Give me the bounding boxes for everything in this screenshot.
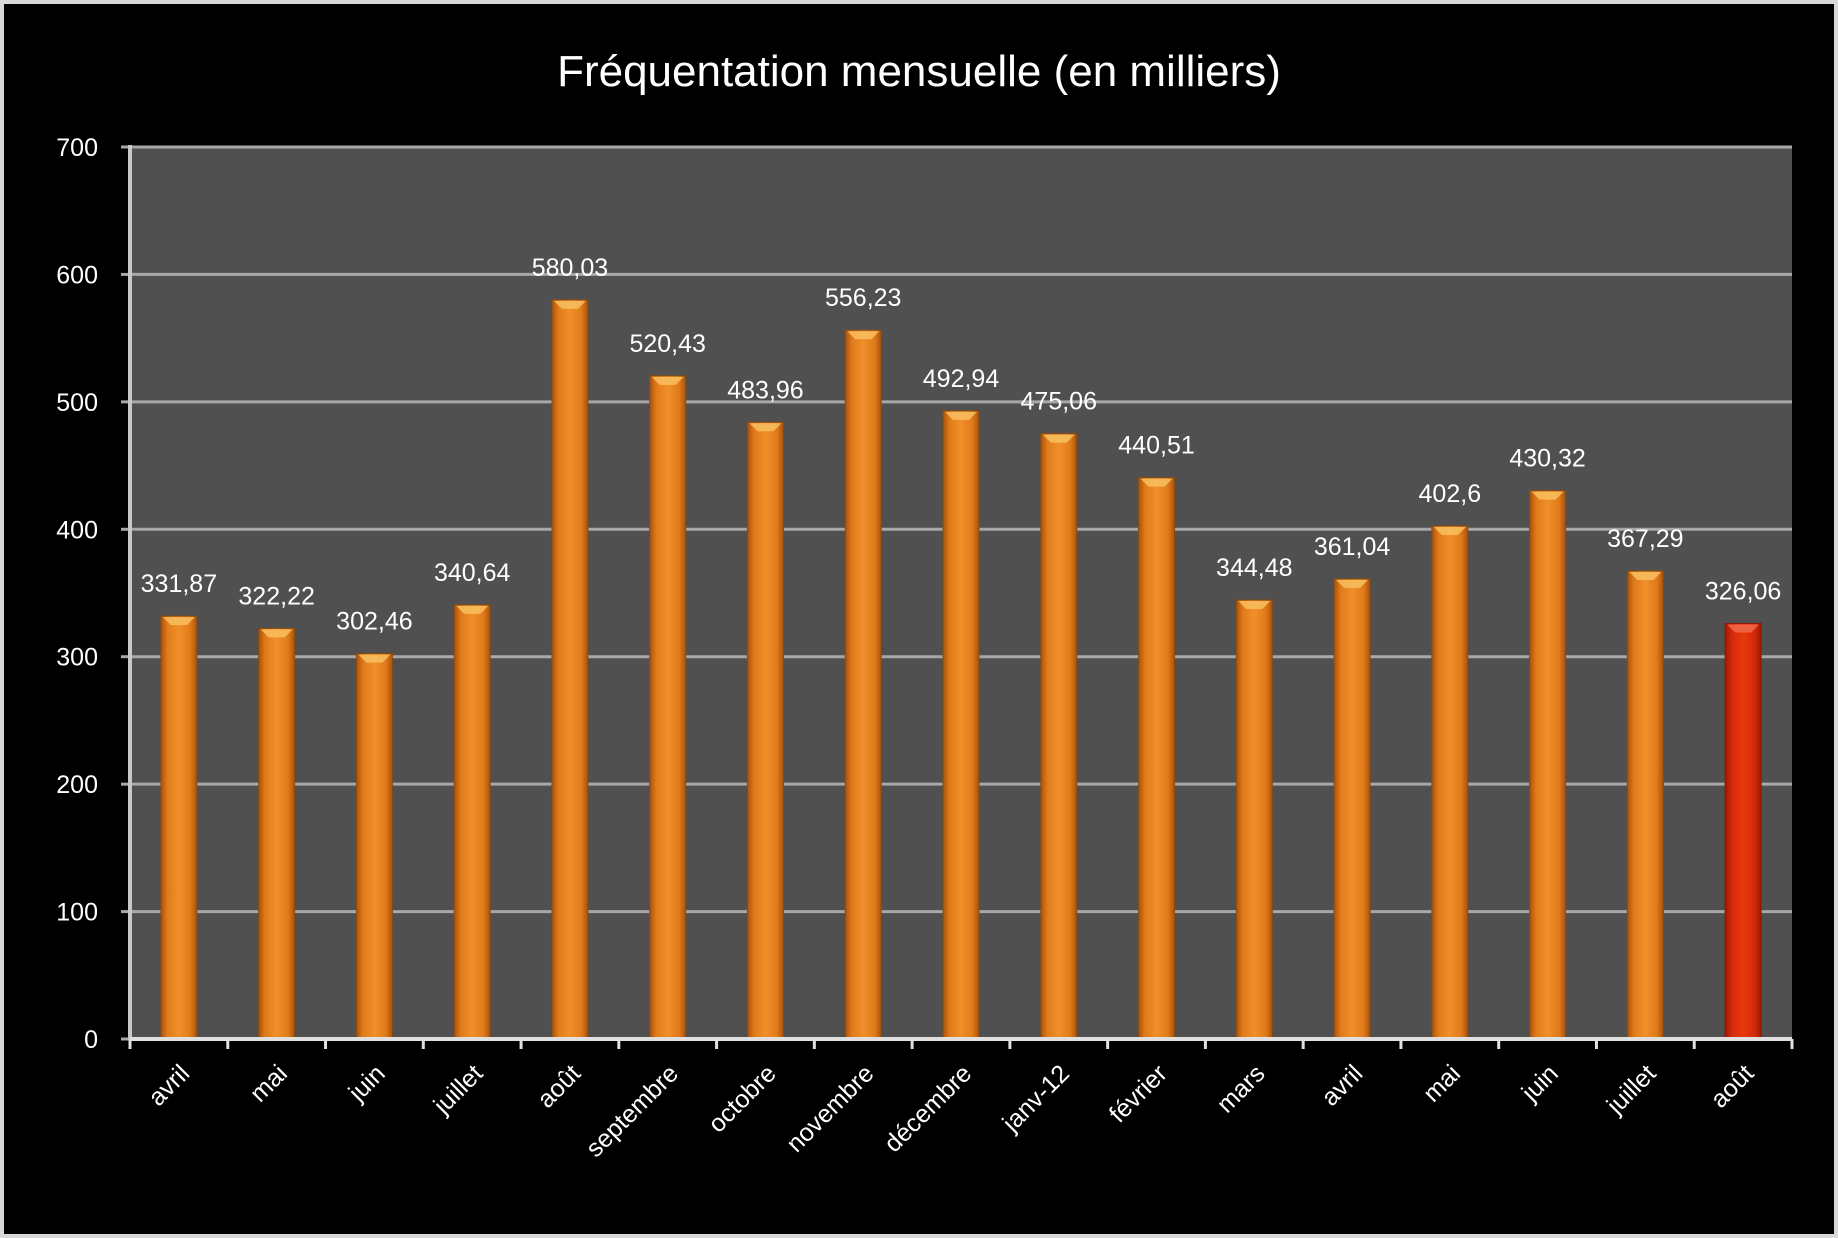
y-tick-label: 700 (56, 134, 98, 162)
data-label: 331,87 (141, 570, 217, 598)
category-label: décembre (879, 1059, 977, 1157)
category-label: février (1104, 1059, 1173, 1128)
data-label: 302,46 (336, 608, 412, 636)
bar-cap (1140, 478, 1173, 487)
bar-cap (1042, 434, 1075, 443)
bar (746, 421, 784, 1040)
data-label: 556,23 (825, 284, 901, 312)
data-label: 520,43 (629, 330, 705, 358)
bar (649, 375, 687, 1040)
category-label: janv-12 (997, 1059, 1075, 1137)
chart-title: Fréquentation mensuelle (en milliers) (557, 47, 1281, 96)
bar-cap (1531, 491, 1564, 500)
y-tick-label: 200 (56, 771, 98, 799)
category-label: mai (1418, 1059, 1466, 1107)
bar (1235, 599, 1273, 1040)
data-label: 580,03 (532, 254, 608, 282)
data-label: 322,22 (238, 582, 314, 610)
bar (1333, 578, 1371, 1040)
bar-chart: 0 100 200 300 400 500 600 700 331,87 avril 322,22 m… (56, 47, 1794, 1163)
y-tick-label: 100 (56, 899, 98, 927)
bar-cap (847, 331, 880, 340)
bar-cap (651, 376, 684, 385)
bar-cap (162, 617, 195, 626)
bar (160, 615, 198, 1040)
category-label: septembre (581, 1059, 684, 1162)
category-label: juin (1516, 1059, 1564, 1107)
y-tick-label: 300 (56, 644, 98, 672)
category-label: août (1705, 1059, 1759, 1113)
data-label: 344,48 (1216, 554, 1292, 582)
category-label: août (532, 1059, 586, 1113)
category-label: octobre (703, 1059, 782, 1138)
category-label: avril (1316, 1059, 1368, 1111)
data-label: 367,29 (1607, 525, 1683, 553)
bars (160, 299, 1762, 1040)
data-label: 475,06 (1021, 388, 1097, 416)
bar (1529, 490, 1567, 1040)
category-label: juin (343, 1059, 391, 1107)
y-tick-label: 600 (56, 261, 98, 289)
bar (551, 299, 589, 1040)
bar-cap (1433, 526, 1466, 535)
bar (258, 627, 296, 1040)
bar (355, 653, 393, 1040)
category-label: juillet (1601, 1059, 1662, 1120)
data-label: 430,32 (1509, 445, 1585, 473)
category-label: juillet (428, 1059, 489, 1120)
bar-cap (1629, 571, 1662, 580)
bar (844, 329, 882, 1040)
data-label: 402,6 (1419, 480, 1482, 508)
bar-cap (358, 654, 391, 663)
bar-cap (456, 605, 489, 614)
bar-cap (749, 423, 782, 432)
bar-cap (1727, 624, 1760, 633)
bar (453, 604, 491, 1040)
bar (1431, 525, 1469, 1040)
bar (1724, 623, 1762, 1040)
data-label: 492,94 (923, 365, 1000, 393)
data-label: 326,06 (1705, 578, 1781, 606)
y-tick-label: 500 (56, 389, 98, 417)
bar (942, 410, 980, 1040)
data-label: 483,96 (727, 376, 803, 404)
y-tick-label: 400 (56, 516, 98, 544)
data-label: 361,04 (1314, 533, 1391, 561)
bar-cap (260, 629, 293, 638)
bar-cap (945, 411, 977, 420)
data-label: 440,51 (1118, 432, 1194, 460)
category-label: novembre (781, 1059, 879, 1157)
bar-cap (553, 300, 586, 309)
bar-cap (1336, 579, 1369, 588)
y-tick-label: 0 (84, 1026, 98, 1054)
axes (121, 145, 1794, 1049)
bar-cap (1238, 601, 1271, 610)
data-label: 340,64 (434, 559, 511, 587)
category-label: mai (245, 1059, 293, 1107)
category-label: mars (1211, 1059, 1270, 1118)
bar (1626, 570, 1664, 1040)
bar (1040, 433, 1078, 1040)
category-label: avril (143, 1059, 195, 1111)
bar (1138, 477, 1176, 1040)
